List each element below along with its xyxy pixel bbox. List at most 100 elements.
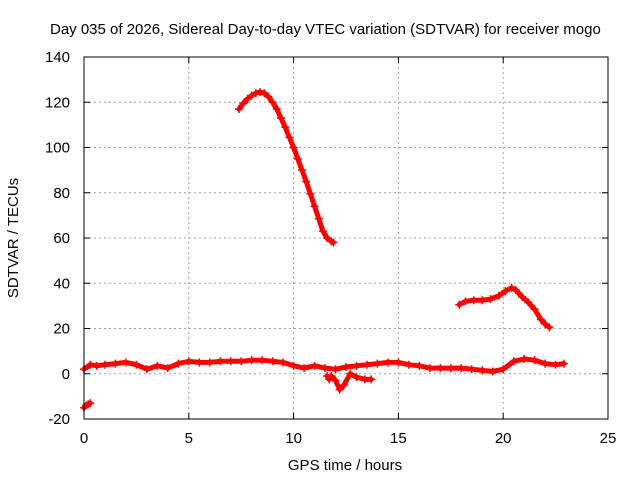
- x-tick-label: 10: [285, 430, 302, 447]
- data-point: [383, 358, 392, 367]
- data-point: [457, 364, 466, 373]
- data-point: [511, 286, 520, 295]
- data-point: [235, 105, 244, 114]
- data-point: [499, 365, 508, 374]
- data-point: [289, 361, 298, 370]
- y-tick-label: 140: [45, 49, 70, 66]
- data-point: [478, 296, 487, 305]
- data-point: [486, 295, 495, 304]
- chart-title: Day 035 of 2026, Sidereal Day-to-day VTE…: [50, 21, 601, 38]
- data-point: [285, 133, 294, 142]
- data-point: [488, 367, 497, 376]
- data-point: [520, 355, 529, 364]
- data-point: [425, 364, 434, 373]
- data-point: [524, 298, 533, 307]
- data-point: [501, 287, 510, 296]
- data-point: [247, 356, 256, 365]
- data-point: [289, 143, 298, 152]
- data-point: [184, 357, 193, 366]
- data-point: [121, 358, 130, 367]
- data-point: [530, 305, 539, 314]
- data-point: [327, 372, 336, 381]
- data-point: [302, 177, 311, 186]
- data-point: [373, 359, 382, 368]
- data-point: [551, 360, 560, 369]
- y-tick-label: 20: [53, 321, 70, 338]
- data-point: [300, 364, 309, 373]
- data-point: [142, 365, 151, 374]
- data-point: [536, 315, 545, 324]
- data-point: [86, 399, 95, 408]
- series-line: [324, 371, 374, 393]
- y-tick-label: 100: [45, 140, 70, 157]
- y-tick-label: 40: [53, 275, 70, 292]
- data-point: [256, 88, 265, 97]
- data-point: [272, 105, 281, 114]
- data-point: [323, 234, 332, 242]
- series-start-negative: [80, 399, 95, 412]
- data-point: [132, 360, 141, 369]
- series-arc-high-peak: [235, 88, 338, 247]
- x-tick-label: 20: [495, 430, 512, 447]
- x-axis-label: GPS time / hours: [288, 457, 402, 474]
- data-point: [314, 214, 323, 223]
- data-point: [281, 123, 290, 132]
- data-point: [509, 357, 518, 366]
- data-point: [545, 323, 554, 332]
- data-point: [436, 364, 445, 373]
- data-point: [264, 92, 273, 101]
- x-tick-label: 25: [600, 430, 617, 447]
- data-point: [268, 98, 277, 107]
- series-layer: [80, 88, 568, 412]
- x-tick-label: 5: [185, 430, 193, 447]
- y-tick-label: 60: [53, 230, 70, 247]
- data-point: [541, 359, 550, 368]
- data-point: [352, 361, 361, 370]
- data-point: [306, 189, 315, 198]
- data-point: [339, 381, 348, 390]
- x-tick-label: 0: [80, 430, 88, 447]
- data-point: [446, 364, 455, 373]
- y-axis-label: SDTVAR / TECUs: [5, 178, 22, 298]
- data-point: [404, 360, 413, 369]
- data-point: [100, 360, 109, 369]
- data-point: [153, 361, 162, 370]
- data-point: [346, 369, 355, 378]
- data-point: [478, 366, 487, 375]
- data-point: [174, 359, 183, 368]
- data-point: [394, 358, 403, 367]
- data-point: [352, 373, 361, 382]
- series-arc-late: [455, 283, 554, 332]
- data-point: [467, 365, 476, 374]
- data-point: [86, 360, 95, 369]
- data-point: [461, 297, 470, 306]
- data-point: [495, 291, 504, 300]
- data-point: [559, 359, 568, 368]
- y-tick-label: 0: [62, 366, 70, 383]
- data-point: [469, 296, 478, 305]
- data-point: [268, 357, 277, 366]
- data-point: [279, 358, 288, 367]
- data-point: [92, 361, 101, 370]
- data-point: [367, 375, 376, 384]
- ticks: 0 5 10 15 20 25 -20 0 20 40 60 80 100 120 140: [45, 49, 616, 447]
- x-tick-label: 15: [390, 430, 407, 447]
- data-point: [455, 300, 464, 309]
- data-point: [251, 89, 260, 98]
- data-point: [310, 361, 319, 370]
- data-point: [297, 166, 306, 175]
- data-point: [518, 292, 527, 301]
- data-point: [205, 358, 214, 367]
- data-point: [331, 365, 340, 374]
- series-dips: [323, 369, 376, 394]
- data-point: [541, 319, 550, 328]
- data-point: [342, 362, 350, 371]
- data-point: [331, 376, 340, 385]
- data-point: [111, 359, 120, 368]
- data-point: [258, 356, 267, 365]
- data-point: [226, 357, 235, 366]
- data-point: [293, 154, 302, 163]
- data-point: [237, 357, 246, 366]
